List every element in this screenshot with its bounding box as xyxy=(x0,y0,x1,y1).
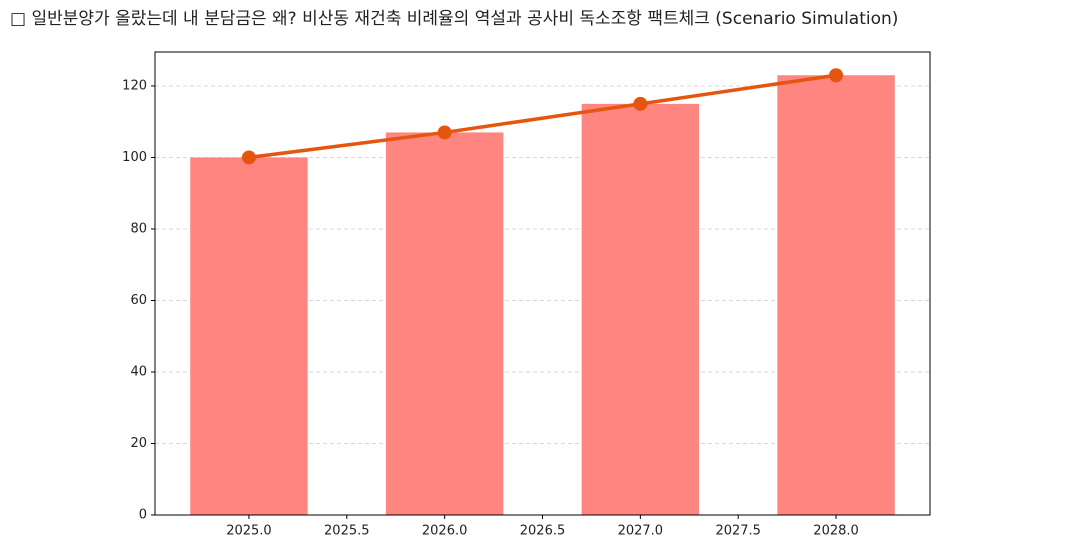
y-tick-label: 80 xyxy=(130,221,147,236)
y-tick-label: 0 xyxy=(139,508,147,523)
bar xyxy=(385,132,504,515)
bar xyxy=(190,157,308,515)
x-tick-label: 2025.5 xyxy=(324,524,370,539)
line xyxy=(248,73,837,160)
x-tick-label: 2027.0 xyxy=(618,524,664,539)
point xyxy=(241,150,256,165)
point xyxy=(829,68,844,83)
point xyxy=(437,125,452,140)
y-tick-label: 40 xyxy=(130,364,147,379)
y-tick-label: 120 xyxy=(122,78,147,93)
y-tick-label: 60 xyxy=(130,293,147,308)
y-tick-label: 20 xyxy=(130,436,147,451)
x-tick-label: 2026.0 xyxy=(422,524,468,539)
y-tick-label: 100 xyxy=(122,150,147,165)
x-tick-label: 2027.5 xyxy=(715,524,761,539)
bar xyxy=(581,103,700,515)
point xyxy=(633,96,648,111)
plot-frame xyxy=(154,51,931,516)
x-tick-label: 2026.5 xyxy=(520,524,566,539)
bar xyxy=(777,75,895,515)
chart-title: □ 일반분양가 올랐는데 내 분담금은 왜? 비산동 재건축 비례율의 역설과 … xyxy=(10,9,898,29)
x-tick-label: 2028.0 xyxy=(813,524,859,539)
x-tick-label: 2025.0 xyxy=(226,524,272,539)
